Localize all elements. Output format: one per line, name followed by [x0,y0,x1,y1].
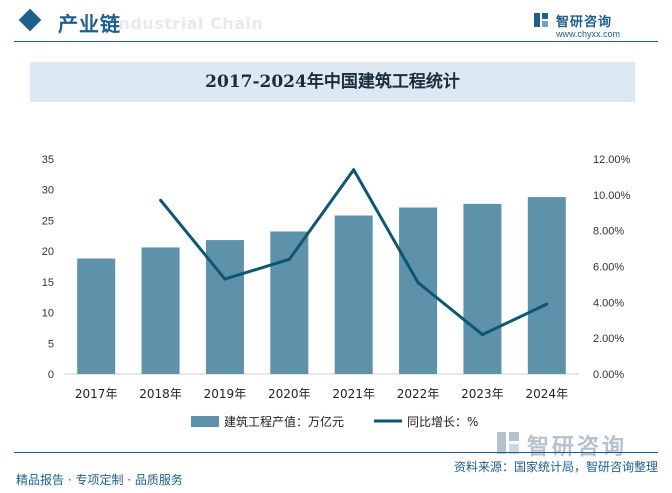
x-tick-label: 2019年 [204,387,247,401]
legend-bar-label: 建筑工程产值：万亿元 [224,414,344,429]
y-left-tick-label: 10 [42,308,54,320]
header-watermark: Industrial Chain [112,14,264,33]
y-left-tick-label: 20 [42,246,54,258]
y-left-tick-label: 0 [48,369,54,381]
x-tick-label: 2024年 [526,387,569,401]
x-tick-label: 2022年 [397,387,440,401]
y-right-tick-label: 2.00% [593,333,624,345]
bar-7 [463,203,502,374]
section-title: 产业链 [58,12,121,36]
y-left-tick-label: 35 [42,154,54,166]
watermark-text: 智研咨询 [527,435,628,460]
bar-4 [270,231,309,374]
growth-point-6 [480,333,484,337]
bar-1 [77,258,116,374]
growth-point-1 [159,198,163,202]
bar-6 [399,207,438,374]
x-tick-label: 2021年 [332,387,375,401]
bottom-watermark: 智研咨询 [497,429,657,460]
y-right-tick-label: 8.00% [593,226,624,238]
bar-3 [205,240,244,374]
y-right-tick-label: 4.00% [593,297,624,309]
bar-8 [527,197,566,374]
y-right-tick-label: 0.00% [593,369,624,381]
logo-url: www.chyxx.com [556,29,621,39]
bar-5 [334,215,373,374]
y-left-tick-label: 30 [42,185,54,197]
y-right-tick-label: 10.00% [593,190,631,202]
legend-bar-swatch [191,416,219,427]
x-tick-label: 2020年 [268,387,311,401]
x-tick-label: 2017年 [75,387,118,401]
logo-icon [534,13,548,27]
header-divider [14,41,658,42]
x-tick-label: 2018年 [139,387,182,401]
brand-logo: 智研咨询 www.chyxx.com [534,11,654,45]
y-left-tick-label: 15 [42,277,54,289]
growth-point-5 [416,281,420,285]
chart-title-band: 2017-2024年中国建筑工程统计 [30,62,635,102]
logo-name: 智研咨询 [556,15,613,30]
legend-line-label: 同比增长：% [407,415,478,429]
y-right-tick-label: 6.00% [593,262,624,274]
footer-divider [14,452,658,453]
growth-point-3 [287,257,291,261]
growth-point-4 [352,168,356,172]
bar-2 [141,247,180,374]
chart-title: 2017-2024年中国建筑工程统计 [205,72,460,92]
y-right-tick-label: 12.00% [593,154,631,166]
x-tick-label: 2023年 [461,387,504,401]
y-left-tick-label: 5 [48,338,54,350]
growth-point-7 [545,302,549,306]
watermark-logo-icon [497,432,519,454]
page-header: Industrial Chain 产业链 智研咨询 www.chyxx.com [0,0,672,46]
growth-point-2 [223,277,227,281]
y-left-tick-label: 25 [42,215,54,227]
footer-source: 资料来源：国家统计局，智研咨询整理 [453,460,658,474]
footer-slogan: 精品报告 · 专项定制 · 品质服务 [16,473,183,487]
